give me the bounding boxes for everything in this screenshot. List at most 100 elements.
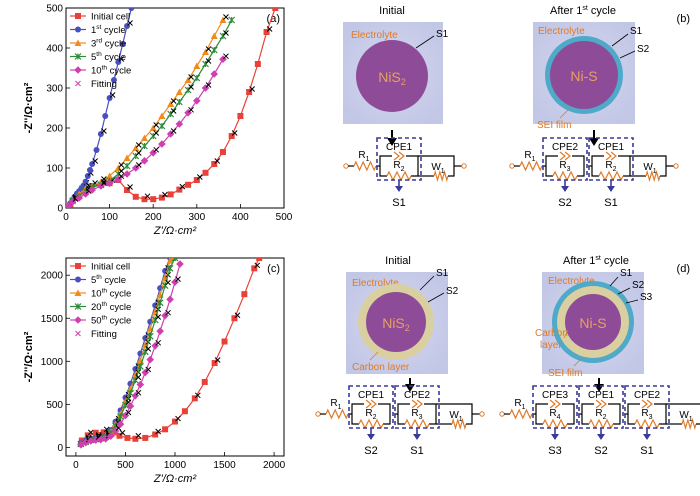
a-fit-point — [249, 86, 255, 92]
a-point — [132, 144, 140, 151]
c-fit-point — [135, 389, 142, 396]
cpe-element — [549, 399, 561, 409]
c-point — [142, 434, 149, 441]
a-fit-point — [170, 108, 177, 114]
a-point — [175, 120, 184, 128]
c-point — [221, 338, 228, 345]
c-point — [231, 315, 238, 322]
b-initial-electrolyte-label: Electrolyte — [351, 30, 398, 41]
label-interface: S1 — [604, 197, 617, 209]
c-point — [131, 391, 140, 400]
label-interface: S1 — [410, 445, 423, 457]
c-point — [84, 432, 91, 439]
c-fit-point — [155, 428, 162, 435]
c-point — [136, 363, 144, 370]
d-after-s1-leader — [609, 276, 619, 287]
a-fit-point — [135, 150, 142, 156]
c-legend-marker — [75, 263, 81, 269]
d-after-sei-label: SEI film — [548, 368, 582, 379]
c-ylabel: -Z''/Ω·cm² — [23, 331, 35, 382]
b-after-s1: S1 — [630, 26, 643, 37]
b-after-arrowhead — [589, 138, 599, 146]
b-after-particle-label: Ni-S — [570, 68, 597, 84]
a-fit-point — [179, 183, 186, 190]
c-point — [136, 380, 145, 389]
a-point — [175, 88, 183, 95]
c-legend-label: 50th cycle — [91, 315, 131, 327]
a-fit-point — [170, 128, 177, 134]
a-point — [254, 61, 261, 67]
a-point — [210, 70, 219, 78]
a-point — [219, 16, 227, 23]
a-point — [149, 124, 157, 131]
a-point — [201, 84, 210, 92]
a-point — [140, 134, 148, 141]
c-point — [152, 431, 159, 438]
c-panel-label: (c) — [267, 263, 280, 275]
a-legend-marker — [75, 13, 81, 19]
c-point — [166, 295, 174, 304]
a-point — [119, 41, 126, 47]
cpe-element — [605, 151, 617, 161]
circuit-wire — [666, 403, 700, 425]
label-interface: S2 — [364, 445, 377, 457]
label-w1: W1 — [449, 410, 462, 423]
a-fit-point — [153, 146, 160, 153]
label-cpe: CPE3 — [542, 390, 569, 401]
circuit-terminal-left — [499, 411, 505, 417]
label-interface: S1 — [640, 445, 653, 457]
a-xtick-label: 300 — [188, 212, 205, 223]
d-after-carbon-leader — [563, 329, 569, 339]
c-point — [146, 332, 154, 340]
c-fit-point — [194, 392, 201, 399]
label-cpe: CPE1 — [588, 390, 615, 401]
a-point — [114, 175, 123, 183]
circuit-terminal-left — [509, 163, 515, 169]
c-point — [181, 408, 188, 415]
element-box-arrowhead — [561, 186, 569, 192]
resistor-r1 — [353, 160, 377, 172]
d-after-carbon-label-2: layer — [540, 340, 562, 351]
b-after-title: After 1st cycle — [550, 5, 616, 17]
a-fit-point — [127, 20, 133, 26]
a-point — [141, 142, 148, 150]
a-point — [75, 194, 83, 202]
a-point — [202, 48, 210, 55]
a-point — [175, 98, 183, 106]
c-legend-fit-marker — [75, 330, 81, 337]
label-r1: R1 — [358, 150, 369, 163]
c-point — [176, 260, 184, 268]
a-ytick-label: 100 — [46, 164, 63, 175]
d-after-s3: S3 — [640, 292, 653, 303]
resistor-r1 — [519, 160, 543, 172]
a-point — [124, 187, 131, 193]
a-legend-label: 3rd cycle — [91, 38, 126, 50]
a-point — [66, 202, 72, 208]
resistor-r1 — [509, 408, 533, 420]
resistor-element — [598, 170, 624, 182]
label-interface: S3 — [548, 445, 561, 457]
a-xtick-label: 0 — [63, 212, 69, 223]
a-legend-marker — [74, 66, 82, 74]
c-point — [100, 429, 107, 436]
b-initial-s1-leader — [415, 35, 435, 49]
circuit-terminal-right — [461, 163, 467, 169]
a-point — [184, 109, 192, 117]
element-box-arrowhead — [551, 434, 559, 440]
a-fit-point — [144, 193, 151, 200]
a-xtick-label: 400 — [232, 212, 249, 223]
circuit-terminal-right — [479, 411, 485, 417]
element-box-arrowhead — [643, 434, 651, 440]
a-fit-point — [118, 173, 125, 180]
b-initial-s1: S1 — [436, 29, 449, 40]
b-initial-particle — [356, 40, 428, 112]
label-cpe: CPE1 — [386, 142, 413, 153]
d-initial-circuit: R1 CPE1 R2 S2 CPE2 R3 S1 W1 — [315, 385, 485, 457]
a-fit-point — [135, 142, 142, 148]
a-point — [105, 179, 114, 187]
circuit-terminal-left — [315, 411, 321, 417]
c-point — [116, 432, 123, 439]
element-box-arrowhead — [607, 186, 615, 192]
a-fit-point — [196, 174, 203, 180]
resistor-element — [542, 418, 568, 430]
